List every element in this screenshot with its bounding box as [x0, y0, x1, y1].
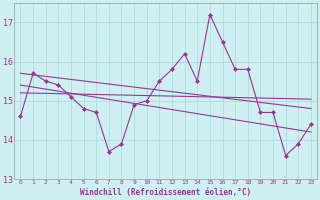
X-axis label: Windchill (Refroidissement éolien,°C): Windchill (Refroidissement éolien,°C)	[80, 188, 251, 197]
